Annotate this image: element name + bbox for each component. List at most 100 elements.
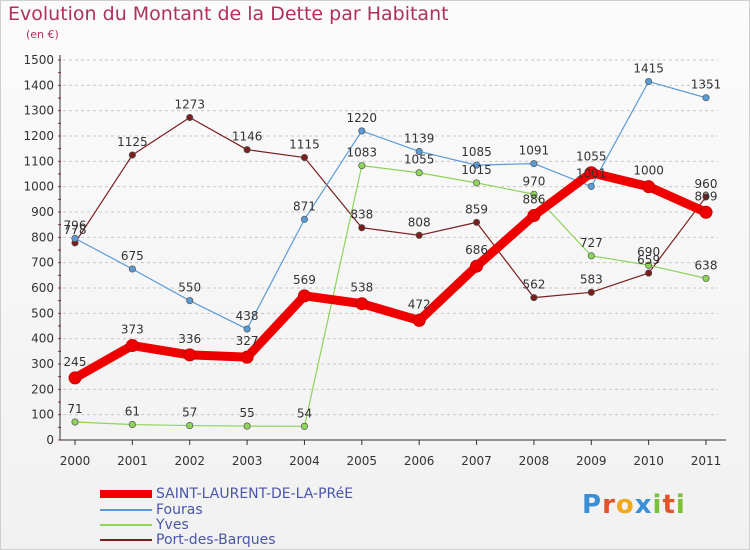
data-label: 838 xyxy=(350,208,373,222)
data-point xyxy=(355,297,369,311)
logo-letter: P xyxy=(582,490,603,520)
legend-label: Yves xyxy=(156,517,189,533)
x-tick-label: 2004 xyxy=(289,454,320,468)
proxiti-logo: Proxiti xyxy=(582,490,686,520)
data-label: 54 xyxy=(297,406,312,420)
data-point xyxy=(71,234,79,242)
data-point xyxy=(530,190,538,198)
data-label: 690 xyxy=(637,245,660,259)
data-label: 638 xyxy=(695,258,718,272)
data-label: 1273 xyxy=(174,98,205,112)
series-line xyxy=(70,168,711,383)
y-tick-label: 300 xyxy=(31,357,54,371)
x-tick-label: 2011 xyxy=(691,454,722,468)
data-label: 61 xyxy=(125,405,140,419)
legend-item: Yves xyxy=(100,517,189,533)
data-point xyxy=(300,422,309,430)
data-label: 727 xyxy=(580,236,603,250)
data-label: 686 xyxy=(465,243,488,257)
data-label: 796 xyxy=(64,218,87,232)
data-point xyxy=(412,313,426,327)
logo-letter: t xyxy=(662,490,676,520)
y-tick-label: 700 xyxy=(31,256,54,270)
data-point xyxy=(587,182,595,190)
legend-label: SAINT-LAURENT-DE-LA-PRéE xyxy=(156,486,354,502)
y-tick-label: 400 xyxy=(31,332,54,346)
data-label: 871 xyxy=(293,199,316,213)
data-label: 1115 xyxy=(289,138,320,152)
data-label: 438 xyxy=(236,309,259,323)
legend-item: Port-des-Barques xyxy=(100,532,276,548)
data-point xyxy=(243,422,251,430)
data-point xyxy=(183,348,197,362)
x-tick-label: 2008 xyxy=(519,454,550,468)
x-tick-label: 2007 xyxy=(461,454,492,468)
data-point xyxy=(128,420,136,429)
data-label: 808 xyxy=(408,215,431,229)
x-tick-label: 2000 xyxy=(60,454,91,468)
data-label: 659 xyxy=(637,253,660,267)
data-label: 675 xyxy=(121,249,144,263)
logo-letter: i xyxy=(675,490,686,520)
data-label: 1055 xyxy=(576,150,607,164)
data-point xyxy=(240,350,254,364)
data-point xyxy=(128,151,136,159)
data-label: 1055 xyxy=(404,153,435,167)
legend-swatch xyxy=(100,524,152,526)
x-tick-label: 2001 xyxy=(117,454,148,468)
data-point xyxy=(472,161,481,169)
x-tick-label: 2010 xyxy=(633,454,664,468)
data-label: 1001 xyxy=(576,166,607,180)
data-point xyxy=(415,169,423,177)
data-point xyxy=(527,209,541,223)
data-point xyxy=(530,160,538,168)
data-label: 245 xyxy=(64,355,87,369)
y-tick-label: 800 xyxy=(31,230,54,244)
data-label: 1415 xyxy=(633,62,664,76)
y-tick-label: 1300 xyxy=(23,104,54,118)
data-point xyxy=(243,325,251,333)
data-point xyxy=(125,339,139,353)
y-tick-label: 1500 xyxy=(23,53,54,67)
legend-swatch xyxy=(100,490,152,498)
logo-letter: i xyxy=(652,490,663,520)
data-point xyxy=(186,297,194,305)
data-point xyxy=(699,205,713,219)
data-point xyxy=(645,261,653,269)
data-point xyxy=(68,371,82,385)
logo-letter: r xyxy=(602,490,616,520)
x-tick-label: 2005 xyxy=(347,454,378,468)
data-point xyxy=(470,259,484,273)
data-point xyxy=(358,162,366,170)
data-label: 960 xyxy=(695,177,718,191)
data-label: 336 xyxy=(178,332,201,346)
x-tick-label: 2003 xyxy=(232,454,263,468)
data-label: 1083 xyxy=(347,146,378,160)
y-tick-label: 1000 xyxy=(23,180,54,194)
data-point xyxy=(472,218,481,226)
data-label: 583 xyxy=(580,272,603,286)
y-tick-label: 600 xyxy=(31,281,54,295)
data-label: 373 xyxy=(121,323,144,337)
y-tick-label: 900 xyxy=(31,205,54,219)
y-tick-label: 1200 xyxy=(23,129,54,143)
data-label: 1015 xyxy=(461,163,492,177)
data-label: 538 xyxy=(350,281,373,295)
y-tick-label: 0 xyxy=(46,433,54,447)
x-tick-label: 2002 xyxy=(174,454,205,468)
data-point xyxy=(415,147,423,156)
data-point xyxy=(645,77,653,86)
data-point xyxy=(243,146,251,154)
data-label: 562 xyxy=(522,278,545,292)
series-line xyxy=(74,80,707,330)
data-point xyxy=(530,294,538,302)
data-point xyxy=(584,166,598,180)
y-tick-label: 1100 xyxy=(23,154,54,168)
legend-swatch xyxy=(100,509,152,511)
data-label: 778 xyxy=(64,223,87,237)
data-point xyxy=(297,289,311,303)
y-tick-label: 500 xyxy=(31,306,54,320)
data-label: 327 xyxy=(236,334,259,348)
